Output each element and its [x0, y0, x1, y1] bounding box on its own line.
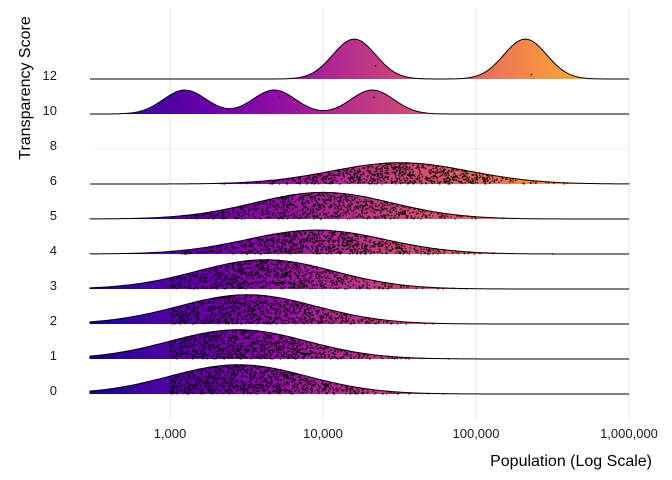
- y-tick-label-1: 1: [50, 348, 57, 363]
- ridge-points-4: [169, 229, 554, 255]
- ridge-points-10: [175, 95, 375, 102]
- ridge-0: [89, 364, 629, 395]
- ridge-12: [89, 38, 629, 80]
- y-tick-label-12: 12: [43, 68, 57, 83]
- ridge-area-10: [89, 90, 629, 114]
- ridge-points-6: [221, 162, 569, 185]
- ridge-outline-12: [89, 38, 629, 80]
- ridge-area-3: [89, 259, 629, 289]
- y-tick-label-8: 8: [50, 138, 57, 153]
- y-tick-label-5: 5: [50, 208, 57, 223]
- ridge-area-1: [89, 329, 629, 359]
- ridges: [89, 38, 630, 395]
- ridge-3: [89, 258, 629, 290]
- ridge-points-12: [374, 64, 533, 76]
- ridge-2: [89, 294, 629, 325]
- y-tick-label-0: 0: [50, 383, 57, 398]
- ridge-outline-10: [89, 89, 629, 115]
- y-axis-title: Transparency Score: [17, 16, 34, 160]
- ridge-points-0: [169, 364, 445, 395]
- ridge-5: [89, 191, 629, 220]
- y-tick-label-6: 6: [50, 173, 57, 188]
- ridge-10: [89, 89, 629, 115]
- x-tick-label: 1,000,000: [600, 426, 658, 441]
- ridge-area-6: [89, 162, 629, 184]
- x-axis-title: Population (Log Scale): [490, 453, 652, 470]
- ridge-points-2: [169, 294, 435, 325]
- ridge-4: [89, 229, 629, 255]
- ridge-points-3: [169, 258, 468, 290]
- y-tick-label-4: 4: [50, 243, 57, 258]
- ridge-outline-0: [89, 364, 629, 395]
- ridge-6: [89, 162, 630, 185]
- ridge-outline-1: [89, 329, 629, 360]
- ridge-points-5: [170, 191, 505, 220]
- y-tick-label-10: 10: [43, 103, 57, 118]
- ridge-outline-5: [89, 191, 629, 220]
- y-tick-label-2: 2: [50, 313, 57, 328]
- ridge-area-4: [89, 230, 629, 254]
- x-tick-label: 100,000: [453, 426, 500, 441]
- y-tick-label-3: 3: [50, 278, 57, 293]
- x-tick-label: 10,000: [303, 426, 343, 441]
- x-tick-label: 1,000: [154, 426, 187, 441]
- ridge-1: [89, 329, 629, 360]
- ridge-points-1: [169, 329, 450, 360]
- x-tick-labels: 1,000 10,000 100,000 1,000,000: [154, 426, 658, 441]
- ridge-area-12: [89, 39, 629, 79]
- ridge-outline-2: [89, 294, 629, 325]
